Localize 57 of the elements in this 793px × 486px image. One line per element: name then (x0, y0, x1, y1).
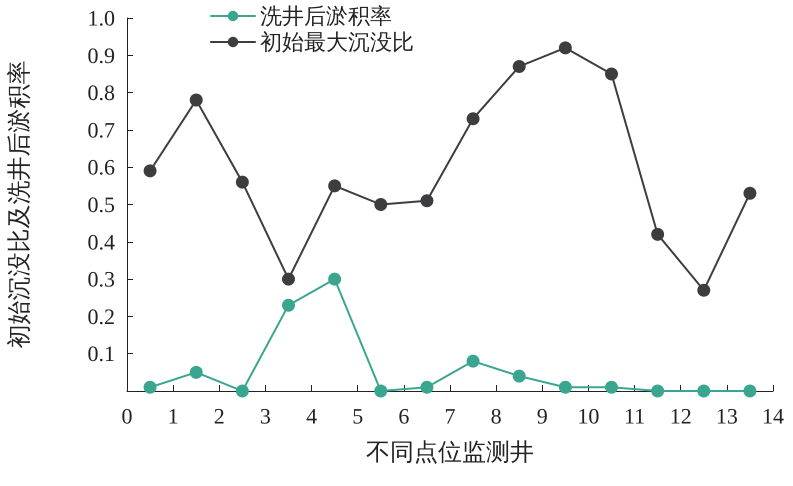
y-tick-label: 0.1 (88, 341, 115, 366)
point (420, 380, 434, 394)
point (328, 179, 342, 192)
y-tick-label: 0.9 (88, 42, 115, 68)
point (697, 284, 710, 297)
x-tick-label: 0 (122, 404, 132, 428)
x-tick-label: 5 (352, 404, 364, 428)
point (190, 366, 203, 379)
x-tick-label: 2 (214, 404, 225, 428)
x-tick-label: 6 (398, 404, 410, 428)
point (605, 67, 618, 80)
y-tick-label: 0.7 (88, 117, 115, 142)
point (144, 380, 157, 394)
point (605, 380, 618, 394)
x-tick-label: 1 (168, 404, 179, 428)
point (512, 60, 526, 73)
point (512, 370, 526, 383)
x-tick-label: 9 (536, 404, 548, 428)
point (282, 298, 295, 312)
x-tick-label: 13 (716, 404, 738, 428)
point (558, 41, 572, 54)
x-tick-label: 11 (624, 404, 646, 428)
point (558, 380, 572, 394)
x-tick-label: 10 (577, 404, 600, 428)
legend-label: 初始最大沉没比 (260, 30, 414, 54)
point (743, 384, 756, 398)
y-tick-label: 0.6 (88, 154, 115, 180)
y-tick-label: 0.5 (88, 192, 115, 217)
point (466, 112, 480, 126)
point (651, 228, 664, 241)
x-tick-label: 7 (444, 404, 456, 428)
y-tick-label: 0.4 (88, 229, 115, 254)
y-tick-label: 1.0 (88, 6, 115, 30)
point (697, 384, 710, 398)
x-axis-title: 不同点位监测井 (366, 440, 534, 466)
x-tick-label: 14 (762, 404, 784, 428)
x-tick-label: 12 (670, 404, 692, 428)
point (328, 272, 342, 286)
point (743, 186, 756, 200)
x-tick-label: 8 (490, 404, 502, 428)
y-tick-label: 0.8 (88, 80, 115, 106)
point (190, 94, 203, 107)
x-tick-label: 4 (306, 404, 318, 428)
point (144, 164, 157, 178)
legend-label: 洗井后淤积率 (260, 4, 392, 28)
point (651, 384, 664, 398)
y-axis-title: 初始沉没比及洗井后淤积率 (6, 60, 33, 348)
point (282, 272, 295, 286)
point (420, 194, 434, 208)
point (236, 176, 249, 189)
x-tick-label: 3 (260, 404, 271, 428)
point (374, 384, 388, 398)
y-tick-label: 0.2 (88, 304, 115, 329)
point (374, 198, 388, 211)
point (466, 354, 480, 368)
point (236, 384, 249, 398)
y-tick-label: 0.3 (88, 266, 115, 292)
